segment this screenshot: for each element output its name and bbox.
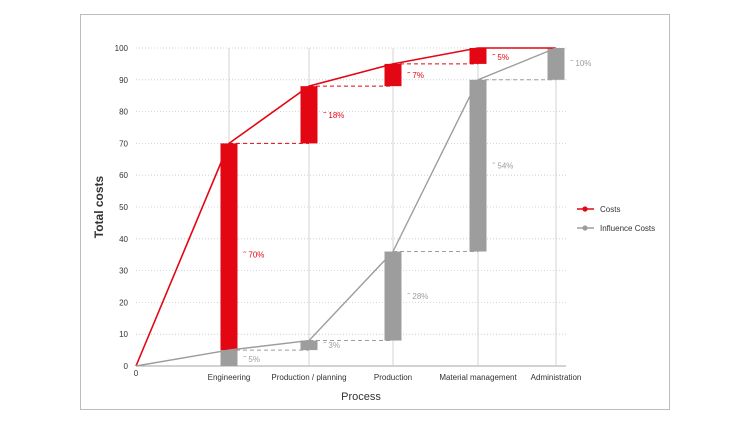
bar	[300, 86, 318, 144]
y-tick-label: 70	[119, 139, 128, 148]
bar	[300, 340, 318, 351]
bar	[384, 63, 402, 87]
y-tick-label: 80	[119, 108, 128, 117]
y-tick-label: 30	[119, 267, 128, 276]
bar	[469, 79, 487, 252]
data-label: ˜ 7%	[407, 71, 424, 80]
bar	[469, 48, 487, 64]
legend-entry: Costs	[600, 205, 620, 214]
bar	[547, 48, 565, 80]
x-axis-categories: Engineering Production / planning Producti…	[208, 373, 582, 382]
legend-entry: Influence Costs	[600, 224, 655, 233]
data-labels: ˜ 70% ˜ 18% ˜ 7% ˜ 5% ˜ 5% ˜ 3% ˜ 28% ˜ 54% ˜ 10…	[243, 53, 592, 364]
y-tick-label: 40	[119, 235, 128, 244]
data-label: ˜ 10%	[570, 59, 592, 68]
legend: Costs Influence Costs	[577, 205, 655, 233]
x-tick-label: Administration	[531, 373, 582, 382]
legend-marker	[582, 225, 588, 231]
x-origin-label: 0	[134, 369, 139, 378]
x-tick-label: Production / planning	[271, 373, 346, 382]
y-tick-label: 90	[119, 76, 128, 85]
connector-lines	[229, 63, 556, 351]
y-tick-label: 20	[119, 298, 128, 307]
data-label: ˜ 5%	[243, 355, 260, 364]
bar	[220, 350, 238, 366]
series-line	[135, 47, 557, 367]
data-label: ˜ 3%	[323, 341, 340, 350]
grid-lines	[136, 47, 566, 367]
y-tick-label: 60	[119, 171, 128, 180]
y-tick-label: 10	[119, 330, 128, 339]
data-label: ˜ 18%	[323, 111, 345, 120]
y-tick-label: 100	[115, 44, 129, 53]
data-label: ˜ 5%	[492, 53, 509, 62]
cumulative-lines	[135, 47, 557, 367]
x-tick-label: Engineering	[208, 373, 251, 382]
x-tick-label: Material management	[439, 373, 517, 382]
bar	[220, 143, 238, 366]
y-axis-title: Total costs	[92, 175, 106, 238]
bar	[384, 251, 402, 341]
bars	[220, 48, 565, 366]
y-tick-label: 50	[119, 203, 128, 212]
series-line	[135, 47, 556, 367]
y-axis-ticks: 0 10 20 30 40 50 60 70 80 90 100	[115, 44, 129, 371]
y-tick-label: 0	[124, 362, 129, 371]
data-label: ˜ 54%	[492, 162, 514, 171]
x-axis-title: Process	[341, 391, 381, 403]
x-tick-label: Production	[374, 373, 412, 382]
chart-frame	[80, 14, 670, 410]
data-label: ˜ 70%	[243, 251, 265, 260]
data-label: ˜ 28%	[407, 292, 429, 301]
legend-marker	[582, 206, 588, 212]
